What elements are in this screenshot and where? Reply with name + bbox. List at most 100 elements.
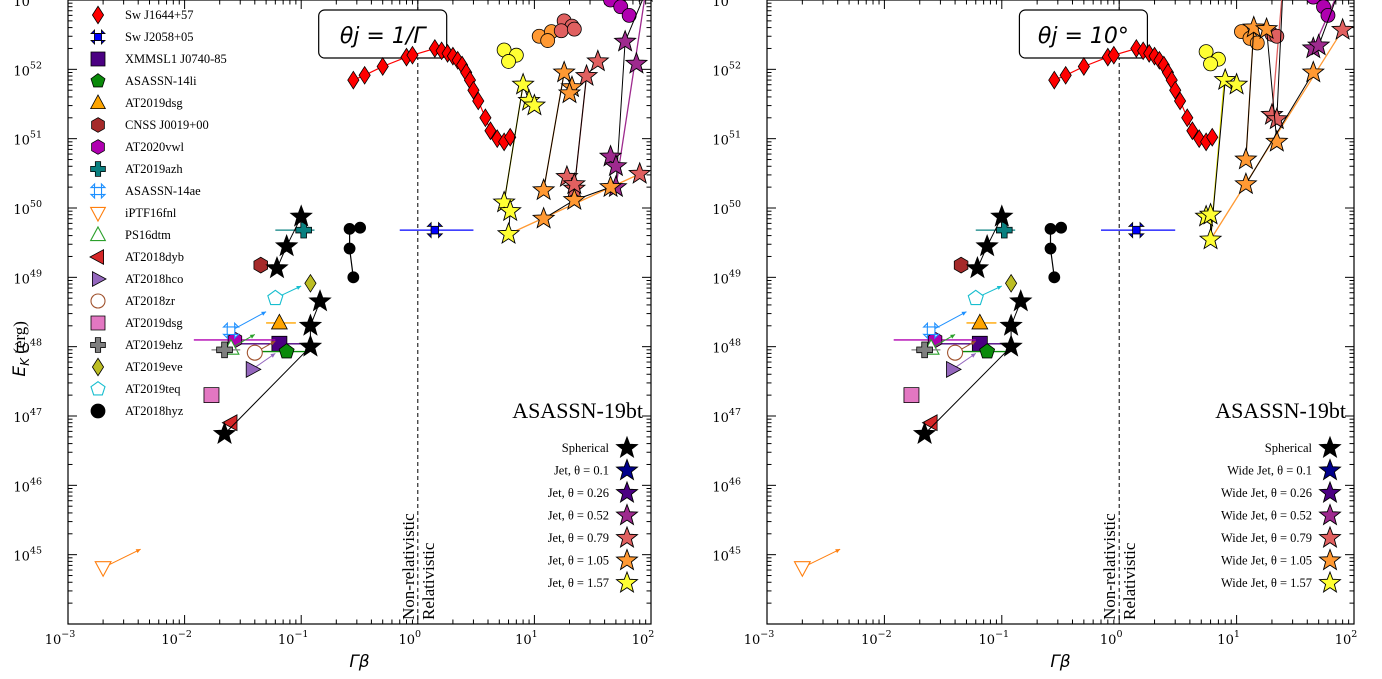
- legend-marker: [90, 337, 106, 353]
- event-sw-j1644-57: [1048, 38, 1219, 152]
- event-arrow-head: [996, 285, 1002, 290]
- ticks: [67, 0, 652, 625]
- star-point: [498, 198, 522, 222]
- legend-label: iPTF16fnl: [125, 206, 177, 220]
- model-circle: [1306, 0, 1321, 5]
- y-tick-label: 1048: [712, 338, 741, 357]
- y-tick-label: 1053: [13, 0, 42, 10]
- event-arrow-head: [296, 285, 302, 290]
- star-series: [1330, 17, 1355, 40]
- event-point: [343, 242, 356, 255]
- event-point: [967, 289, 984, 306]
- star-point: [308, 289, 332, 312]
- event-point: [203, 387, 220, 404]
- event-point: [1181, 108, 1194, 128]
- event-arrow-head: [249, 334, 255, 339]
- event-point: [376, 56, 389, 76]
- star-series: [1234, 60, 1325, 195]
- star-legend-marker: [1318, 570, 1342, 593]
- event-point: [504, 127, 517, 147]
- star-series: [531, 174, 623, 229]
- star-point: [1301, 60, 1325, 83]
- event-at2019dsg: [903, 387, 920, 404]
- y-tick-label: 1046: [13, 476, 42, 495]
- event-point: [903, 387, 920, 404]
- event-point: [1005, 273, 1018, 293]
- x-tick-label: 10−2: [861, 629, 892, 648]
- star-legend: Spherical Wide Jet, θ = 0.1 Wide Jet, θ = …: [1221, 435, 1342, 593]
- star-point: [496, 221, 521, 245]
- legend-label: Sw J2058+05: [125, 30, 194, 44]
- jet-track-line: [615, 0, 646, 188]
- star-legend-marker: [1318, 458, 1342, 481]
- legend-marker: [90, 161, 106, 177]
- star-legend-label: Jet, θ = 0.26: [548, 486, 609, 500]
- y-tick-label: 1047: [13, 407, 42, 426]
- event-point: [996, 221, 1013, 239]
- legend-label: AT2018zr: [125, 294, 176, 308]
- event-point: [1044, 242, 1057, 255]
- event-arrow-head: [970, 353, 976, 358]
- event-point: [1059, 65, 1072, 85]
- star-point: [562, 187, 587, 211]
- star-point: [1198, 202, 1223, 225]
- event-point: [354, 221, 367, 234]
- event-point: [1044, 222, 1057, 235]
- panel-right: 10−3 10−2 10−1 100 101 102 1045 1046 1047 1048 104…: [712, 0, 1357, 672]
- legend-marker: [89, 206, 107, 223]
- event-arrow: [930, 311, 967, 332]
- event-point: [253, 256, 268, 274]
- event-point: [426, 221, 444, 239]
- event-point: [921, 414, 938, 432]
- star-point: [552, 60, 576, 83]
- x-tick-label: 101: [1217, 629, 1240, 648]
- event-point: [1193, 129, 1206, 149]
- legend-marker: [89, 248, 104, 266]
- legend-marker: [90, 293, 106, 309]
- event-asassn-14ae: [922, 311, 967, 340]
- y-tick-label: 1052: [13, 60, 42, 79]
- plot-frame: [766, 0, 1355, 625]
- event-at2018dyb: [921, 414, 938, 432]
- star-point: [624, 51, 649, 74]
- event-point: [222, 321, 240, 340]
- star-legend-marker: [615, 435, 639, 458]
- legend-label: AT2018dyb: [125, 250, 184, 264]
- y-tick-label: 1048: [13, 338, 42, 357]
- star-point: [1330, 17, 1355, 40]
- event-arrow-head: [270, 353, 276, 358]
- star-point: [598, 174, 623, 198]
- event-point: [1048, 70, 1061, 90]
- event-at2018hyz: [343, 221, 367, 284]
- plot-frame: [67, 0, 652, 625]
- relativistic-label: Relativistic: [1120, 542, 1139, 620]
- event-point: [491, 129, 504, 149]
- event-point: [347, 271, 360, 284]
- event-point: [922, 321, 940, 340]
- legend-marker: [90, 315, 106, 331]
- legend-marker: [90, 51, 106, 67]
- star-line: [224, 301, 321, 435]
- legend-label: ASASSN-14ae: [125, 184, 201, 198]
- x-tick-label: 102: [632, 629, 655, 648]
- y-tick-label: 1052: [712, 60, 741, 79]
- star-point: [1009, 289, 1033, 312]
- legend-label: PS16dtm: [125, 228, 171, 242]
- model-circle: [566, 21, 582, 37]
- event-asassn-14li: [254, 343, 307, 359]
- legend-label: Sw J1644+57: [125, 8, 194, 22]
- event-arrow-head: [950, 334, 956, 339]
- y-axis-label: EK (erg): [10, 321, 32, 377]
- star-line: [924, 301, 1022, 435]
- legend-label: AT2020vwl: [125, 140, 185, 154]
- star-legend-label: Jet, θ = 1.05: [548, 554, 609, 568]
- event-point: [245, 360, 262, 378]
- star-point: [965, 256, 990, 279]
- event-point: [358, 65, 371, 85]
- y-tick-label: 1049: [712, 268, 741, 287]
- event-point: [1169, 80, 1182, 100]
- x-tick-label: 10−3: [744, 629, 775, 648]
- legend-marker: [90, 380, 106, 396]
- event-point: [216, 341, 233, 359]
